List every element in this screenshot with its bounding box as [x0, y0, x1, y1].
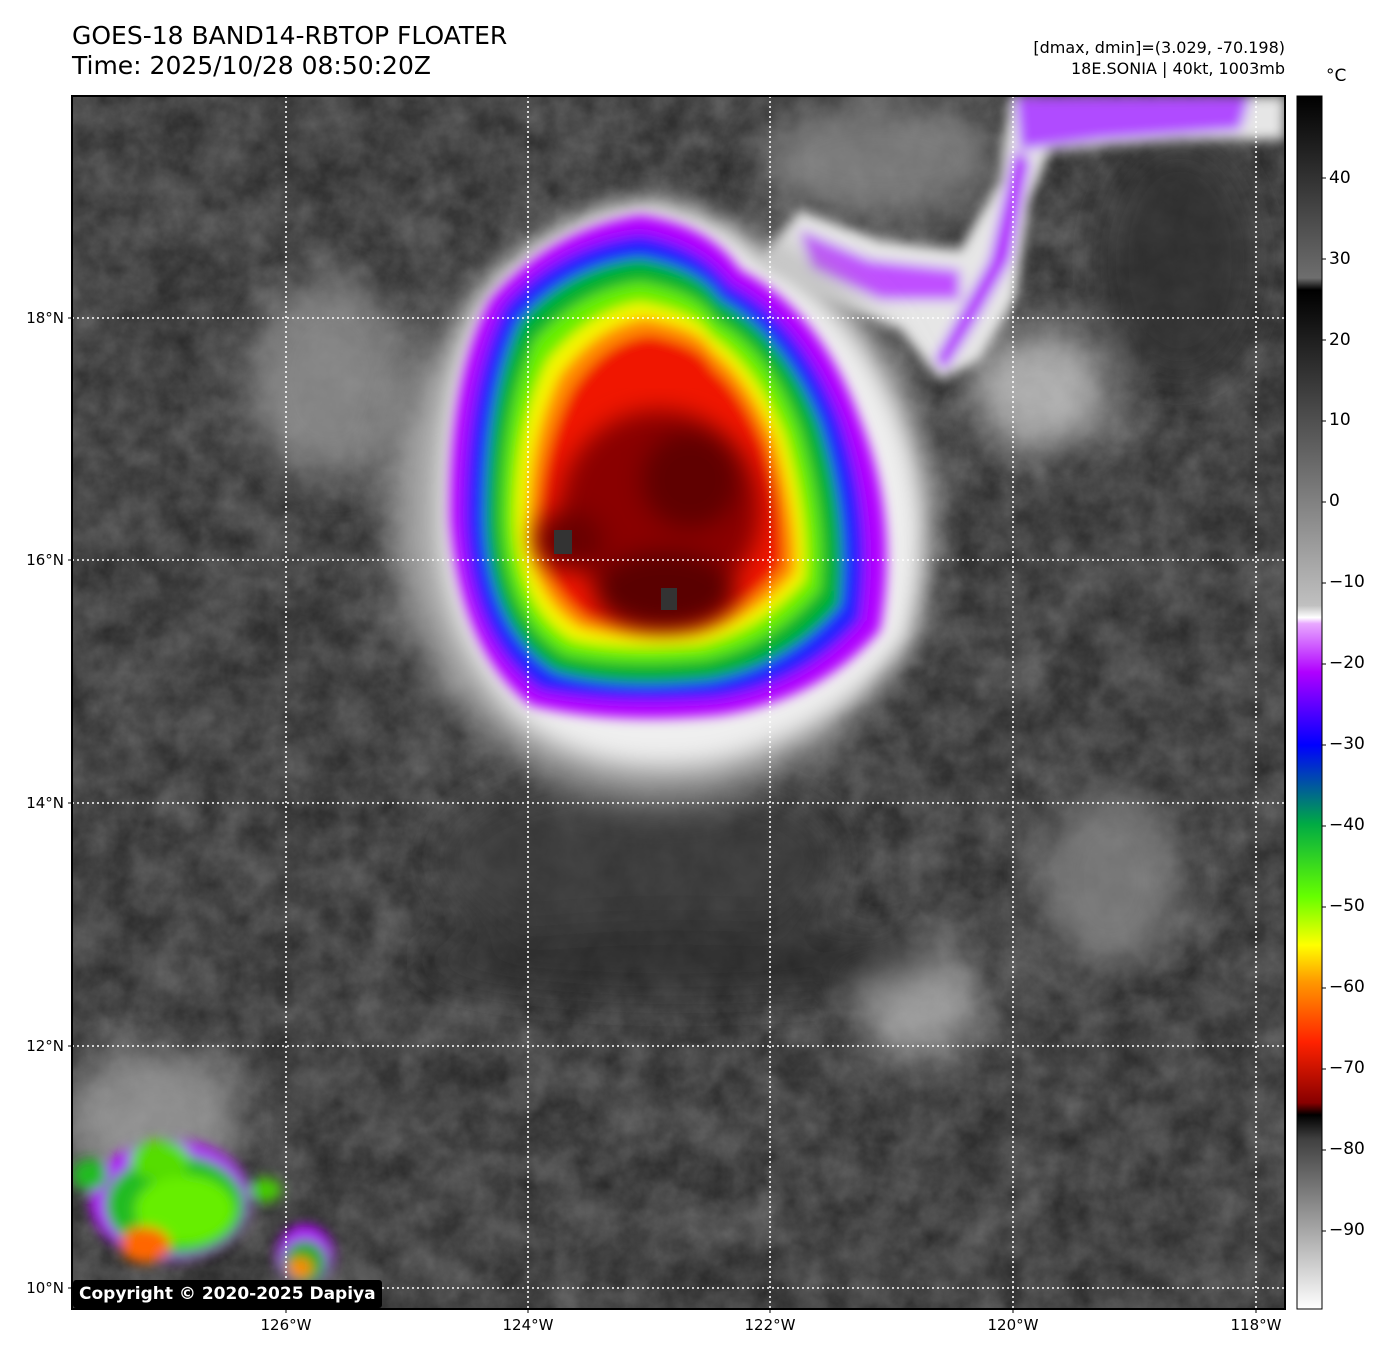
colorbar-unit: °C: [1326, 66, 1347, 86]
lat-label: 18°N: [26, 309, 64, 327]
data-range-text: [dmax, dmin]=(3.029, -70.198): [1033, 38, 1285, 57]
overshooting-top-2: [661, 588, 677, 610]
lat-label: 10°N: [26, 1279, 64, 1297]
storm-info-text: 18E.SONIA | 40kt, 1003mb: [1070, 59, 1285, 78]
colorbar-tick-label: −20: [1329, 653, 1365, 673]
colorbar: [1296, 95, 1323, 1310]
chart-time: Time: 2025/10/28 08:50:20Z: [72, 51, 431, 80]
colorbar-tick-label: 10: [1329, 410, 1351, 430]
lon-label: 122°W: [744, 1316, 796, 1334]
lat-label: 14°N: [26, 794, 64, 812]
lat-label: 16°N: [26, 551, 64, 569]
colorbar-tick-label: −90: [1329, 1220, 1365, 1240]
lon-label: 118°W: [1230, 1316, 1282, 1334]
colorbar-tick-label: 20: [1329, 330, 1351, 350]
colorbar-tick-label: −30: [1329, 734, 1365, 754]
lat-label: 12°N: [26, 1037, 64, 1055]
colorbar-tick-label: −10: [1329, 572, 1365, 592]
lon-label: 126°W: [260, 1316, 312, 1334]
colorbar-tick-label: −80: [1329, 1139, 1365, 1159]
colorbar-tick-label: −60: [1329, 977, 1365, 997]
graticule: [72, 96, 1285, 1309]
colorbar-tick-label: 40: [1329, 168, 1351, 188]
colorbar-tick-label: −70: [1329, 1058, 1365, 1078]
map-frame: [71, 95, 1286, 1310]
satellite-image: [72, 96, 1285, 1309]
colorbar-tick-label: 0: [1329, 491, 1340, 511]
colorbar-tick-label: −40: [1329, 815, 1365, 835]
lon-label: 124°W: [502, 1316, 554, 1334]
copyright-badge: Copyright © 2020-2025 Dapiya: [73, 1280, 382, 1308]
colorbar-tick-label: 30: [1329, 249, 1351, 269]
lon-label: 120°W: [987, 1316, 1039, 1334]
chart-title: GOES-18 BAND14-RBTOP FLOATER: [72, 21, 508, 50]
overshooting-top-1: [554, 530, 572, 554]
colorbar-tick-label: −50: [1329, 896, 1365, 916]
